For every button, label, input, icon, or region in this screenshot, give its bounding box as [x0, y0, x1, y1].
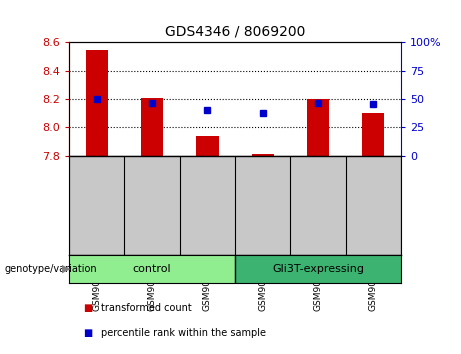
Text: GDS4346 / 8069200: GDS4346 / 8069200	[165, 25, 305, 39]
Bar	[86, 50, 108, 156]
Text: transformed count: transformed count	[101, 303, 192, 313]
Text: Gli3T-expressing: Gli3T-expressing	[272, 264, 364, 274]
Bar	[196, 136, 219, 156]
Bar	[252, 154, 274, 156]
Bar	[307, 99, 329, 156]
Text: ■: ■	[83, 303, 92, 313]
Text: control: control	[133, 264, 171, 274]
Text: ▶: ▶	[62, 264, 71, 274]
Text: percentile rank within the sample: percentile rank within the sample	[101, 328, 266, 338]
Bar	[141, 98, 163, 156]
Text: genotype/variation: genotype/variation	[5, 264, 97, 274]
Bar	[362, 113, 384, 156]
Text: ■: ■	[83, 328, 92, 338]
